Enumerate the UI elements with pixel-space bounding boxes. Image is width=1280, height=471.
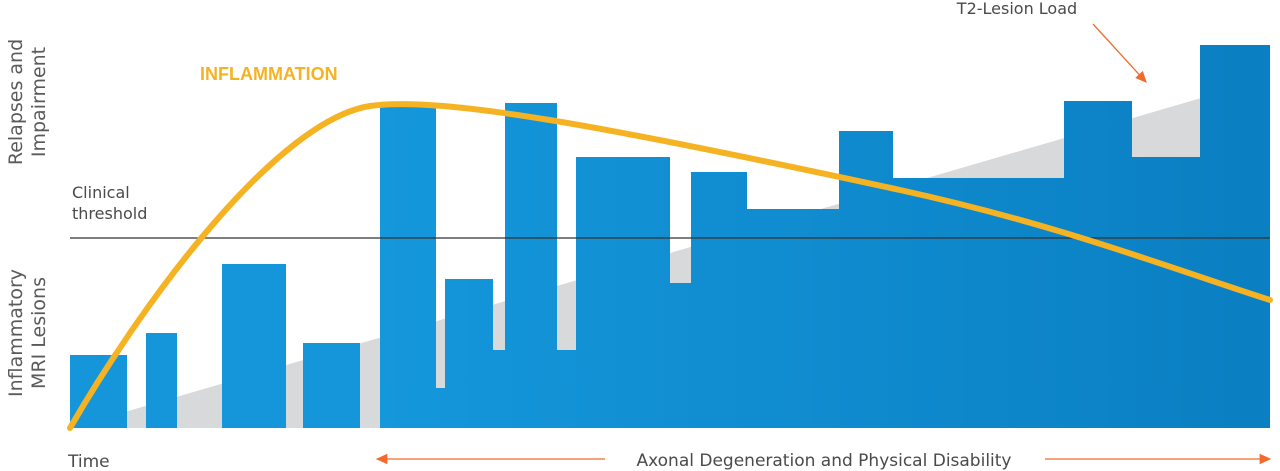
y-axis-lower-label: Inflammatory MRI Lesions — [5, 269, 50, 397]
early-lesion-bars — [70, 264, 360, 428]
lesion-bar — [222, 264, 286, 428]
progressive-lesion-area — [380, 45, 1270, 428]
y-axis-upper-line1: Relapses and — [5, 39, 27, 165]
inflammation-label: INFLAMMATION — [200, 64, 338, 84]
inflammation-curve — [67, 101, 1273, 431]
y-axis-upper-line2: Impairment — [28, 47, 50, 157]
time-label: Time — [67, 452, 110, 471]
clinical-threshold-label-line2: threshold — [72, 204, 147, 223]
t2-pointer-arrow — [1092, 23, 1147, 83]
y-axis-lower-line1: Inflammatory — [5, 269, 27, 397]
clinical-threshold-label-line1: Clinical — [72, 183, 130, 202]
t2-lesion-load-label: T2-Lesion Load — [956, 0, 1077, 18]
axonal-degeneration-label: Axonal Degeneration and Physical Disabil… — [636, 451, 1011, 471]
lesion-bar — [146, 333, 177, 428]
lesion-bar — [303, 343, 360, 428]
y-axis-upper-label: Relapses and Impairment — [5, 39, 50, 165]
y-axis-lower-line2: MRI Lesions — [28, 277, 50, 389]
